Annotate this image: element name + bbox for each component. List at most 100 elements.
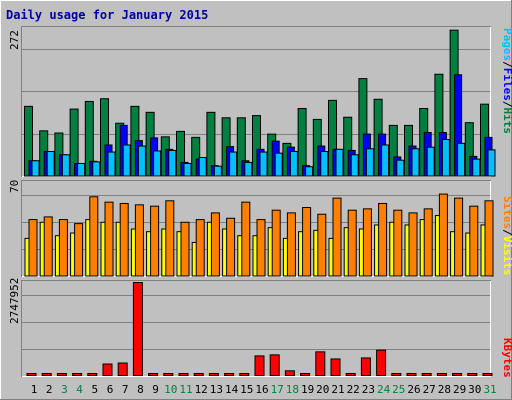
pages-bar [411,148,420,177]
day-label: 10 [164,383,177,396]
pages-bar [61,154,70,177]
day-label: 21 [331,383,344,396]
kbytes-bar [482,373,493,376]
pages-bar [259,151,268,177]
day-label: 14 [225,383,239,396]
kbytes-bar [406,373,417,376]
pages-bar [46,151,55,177]
pages-bar [472,158,481,177]
sites-bar [58,219,68,277]
kbytes-bar [56,373,67,376]
sites-bar [28,219,38,277]
pages-bar [198,157,207,177]
pages-bar [441,139,450,177]
kbytes-bar [178,373,189,376]
kbytes-bar [436,373,447,376]
kbytes-bar [254,355,265,377]
day-label: 23 [362,383,375,396]
day-label: 30 [468,383,481,396]
kbytes-bar [224,373,235,376]
kbytes-ymax-label: 2747952 [8,278,21,324]
pages-bar [365,148,374,177]
visitors-legend-separator: / [501,229,512,236]
pages-bar [31,160,40,177]
pages-bar [183,162,192,177]
kbytes-legend: KBytes [501,338,512,378]
pages-bar [320,151,329,177]
day-label: 18 [286,383,299,396]
kbytes-bar [391,373,402,376]
visitors-legend-sites: Sites [501,196,512,229]
sites-bar [256,219,266,277]
kbytes-panel [21,280,493,377]
kbytes-bar [467,373,478,376]
kbytes-bar [452,373,463,376]
day-label: 19 [301,383,314,396]
sites-bar [210,212,220,277]
day-label: 2 [46,383,53,396]
sites-bar [454,197,464,277]
kbytes-bar [148,373,159,376]
sites-bar [89,196,99,277]
day-label: 15 [240,383,253,396]
sites-bar [423,208,433,277]
traffic-legend-separator: / [501,101,512,108]
sites-bar [150,205,160,277]
pages-bar [244,161,253,177]
pages-bar [335,148,344,177]
pages-bar [153,150,162,177]
day-label: 1 [31,383,38,396]
day-label: 31 [483,383,496,396]
sites-bar [195,219,205,277]
day-label: 11 [179,383,192,396]
sites-bar [226,217,236,277]
pages-bar [305,166,314,177]
kbytes-bar [330,358,341,377]
kbytes-bar [269,354,280,376]
visitors-legend: Sites/Visits [501,196,512,276]
pages-bar [92,161,101,177]
traffic-legend-separator: / [501,61,512,68]
sites-bar [271,209,281,277]
day-label: 20 [316,383,329,396]
kbytes-bar [376,349,387,377]
kbytes-bar [87,373,98,376]
kbytes-bar [193,373,204,376]
sites-bar [286,212,296,277]
sites-bar [362,208,372,277]
kbytes-legend-kbytes: KBytes [501,338,512,378]
day-label: 12 [195,383,208,396]
pages-bar [229,151,238,177]
pages-bar [274,152,283,177]
day-label: 9 [152,383,159,396]
day-label: 8 [137,383,144,396]
kbytes-bar [163,373,174,376]
sites-bar [43,216,53,277]
sites-bar [104,201,114,277]
day-label: 17 [271,383,284,396]
sites-bar [347,209,357,277]
sites-bar [378,202,388,277]
pages-bar [213,165,222,177]
sites-bar [484,200,494,277]
day-label: 6 [107,383,114,396]
sites-bar [469,205,479,277]
day-label: 3 [61,383,68,396]
kbytes-bar [102,363,113,377]
visitors-legend-visits: Visits [501,236,512,276]
traffic-legend-pages: Pages [501,28,512,61]
day-label: 7 [122,383,129,396]
kbytes-bar [208,373,219,376]
visitors-ymax-label: 70 [8,180,21,193]
sites-bar [317,213,327,277]
day-label: 29 [453,383,466,396]
kbytes-bar [41,373,52,376]
sites-bar [180,221,190,277]
pages-bar [350,154,359,177]
kbytes-bar [300,373,311,376]
pages-bar [289,151,298,177]
kbytes-bar [421,373,432,376]
pages-bar [77,162,86,177]
traffic-legend-files: Files [501,68,512,101]
sites-bar [438,193,448,277]
